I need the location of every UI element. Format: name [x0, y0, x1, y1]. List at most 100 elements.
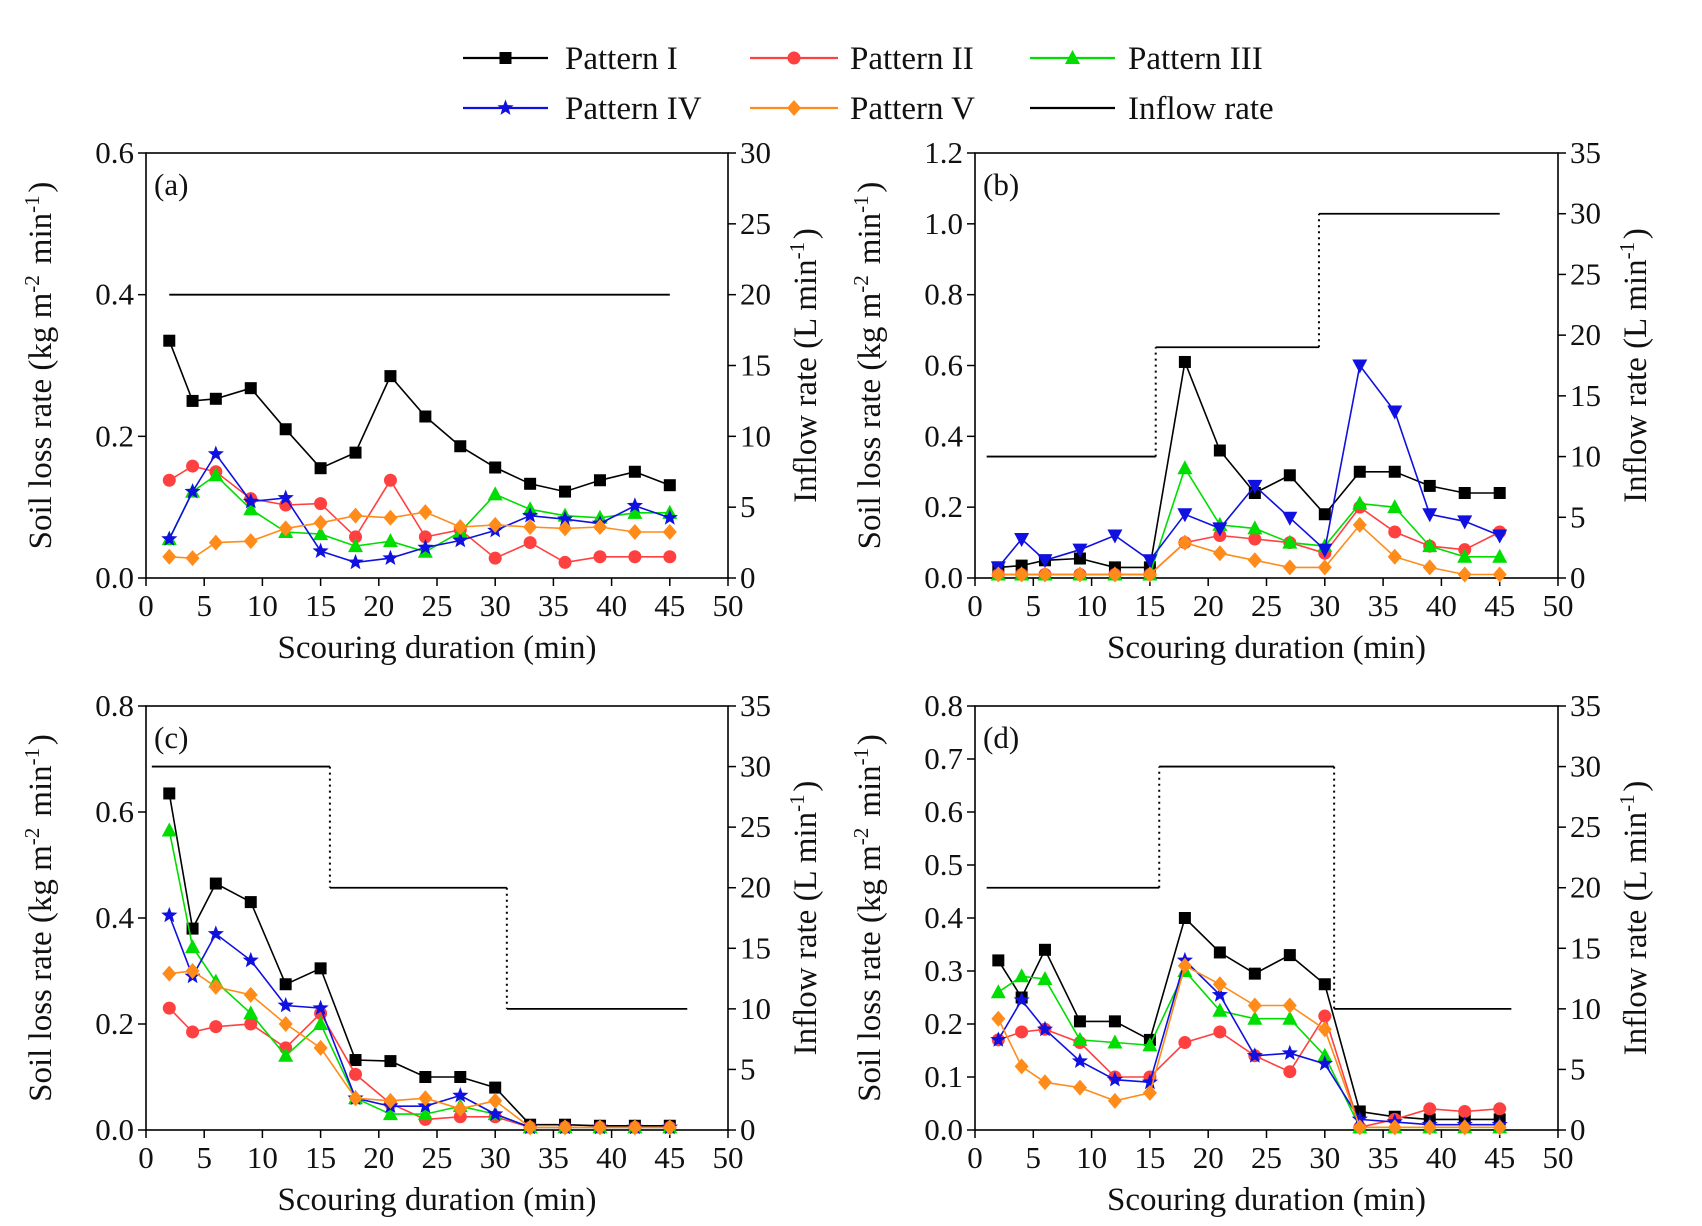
data-point-pattern-v [488, 1092, 503, 1109]
data-point-pattern-iii [1037, 970, 1053, 985]
data-point-pattern-iii [1142, 1037, 1158, 1052]
data-point-pattern-iii [417, 1106, 433, 1121]
x-tick-label: 5 [196, 1140, 212, 1175]
data-point-pattern-iv [1281, 1044, 1298, 1060]
x-tick-label: 45 [654, 1140, 685, 1175]
series-pattern-v [162, 963, 677, 1136]
x-tick-label: 30 [1309, 1140, 1340, 1175]
y-tick-label: 0.6 [95, 135, 134, 170]
data-point-pattern-v [208, 978, 223, 995]
data-point-pattern-v [453, 519, 468, 535]
data-point-pattern-iv [277, 489, 294, 505]
data-point-pattern-v [592, 1119, 607, 1136]
data-point-pattern-i [1213, 444, 1226, 457]
data-point-pattern-iii [1247, 1010, 1263, 1025]
data-point-pattern-iii [243, 1005, 259, 1020]
data-point-pattern-i [1073, 1015, 1086, 1028]
data-point-pattern-v [383, 1092, 398, 1109]
series-pattern-v [991, 516, 1507, 583]
y2-tick-label: 0 [740, 1112, 756, 1147]
series-pattern-iii [161, 822, 678, 1134]
data-point-pattern-iv [1013, 991, 1030, 1007]
data-point-pattern-iii [1282, 534, 1298, 549]
data-point-pattern-i [454, 440, 467, 453]
data-point-pattern-ii [1423, 1102, 1437, 1116]
y-tick-label: 0.4 [924, 418, 963, 453]
data-point-pattern-v [313, 514, 328, 531]
y2-axis-title: Inflow rate (L min-1 ) [785, 781, 824, 1056]
series-line-pattern-i [168, 340, 671, 493]
x-tick-label: 15 [305, 1140, 336, 1175]
data-point-pattern-ii [1283, 1065, 1297, 1079]
data-point-pattern-i [524, 477, 537, 490]
data-point-pattern-v [1072, 1079, 1087, 1096]
data-point-pattern-v [662, 523, 677, 540]
data-point-pattern-v [418, 504, 433, 521]
data-point-pattern-v [278, 520, 293, 537]
data-point-pattern-iii [243, 501, 259, 516]
data-point-pattern-v [1387, 1119, 1402, 1136]
data-point-pattern-iv [1037, 554, 1053, 569]
x-tick-label: 30 [1309, 588, 1340, 623]
data-point-pattern-iii [382, 1106, 398, 1121]
data-point-pattern-iii [348, 538, 364, 553]
legend-item-pattern-i: Pattern I [463, 41, 678, 77]
data-point-pattern-v [1492, 566, 1507, 583]
data-point-pattern-i [209, 392, 222, 405]
data-point-pattern-ii [663, 550, 677, 564]
data-point-pattern-v [627, 1119, 642, 1136]
y2-tick-label: 30 [740, 749, 771, 784]
x-tick-label: 50 [713, 1140, 744, 1175]
data-point-pattern-v [1492, 1119, 1507, 1136]
y2-tick-label: 20 [740, 870, 771, 905]
data-point-pattern-v [453, 1100, 468, 1117]
panel-label: (d) [983, 720, 1019, 755]
data-point-pattern-iv [1282, 511, 1298, 526]
legend-marker-pattern-v [787, 100, 801, 116]
data-point-pattern-iv [184, 483, 201, 499]
data-point-pattern-i [559, 485, 572, 498]
y2-tick-label: 25 [1570, 809, 1601, 844]
data-point-pattern-i [1213, 946, 1226, 959]
data-point-pattern-iv [242, 951, 259, 968]
y2-axis-title: Inflow rate (L min-1 ) [1615, 228, 1654, 503]
y2-tick-label: 30 [740, 135, 771, 170]
y-tick-label: 0.2 [95, 418, 134, 453]
data-point-pattern-iv [1351, 1110, 1368, 1127]
data-point-pattern-v [348, 507, 363, 524]
data-point-pattern-iii [1212, 1002, 1228, 1017]
data-point-pattern-i [163, 334, 176, 347]
data-point-pattern-iii [161, 822, 177, 837]
x-tick-label: 20 [1193, 588, 1224, 623]
data-point-pattern-i [1108, 1015, 1121, 1028]
data-point-pattern-iv [417, 539, 434, 555]
y2-tick-label: 10 [1570, 991, 1601, 1026]
data-point-pattern-iv [312, 542, 329, 558]
data-point-pattern-i [279, 423, 292, 436]
data-point-pattern-iv [1317, 543, 1333, 558]
y-tick-label: 0.4 [95, 900, 134, 935]
x-tick-label: 25 [422, 1140, 453, 1175]
y2-tick-label: 15 [740, 930, 771, 965]
x-tick-label: 45 [654, 588, 685, 623]
y-tick-label: 0.6 [924, 794, 963, 829]
data-point-pattern-iv [1387, 405, 1403, 420]
x-tick-label: 35 [538, 588, 569, 623]
data-point-pattern-v [523, 1119, 538, 1136]
y2-axis-title-group: Inflow rate (L min-1 ) [1615, 781, 1654, 1056]
data-point-pattern-i [1458, 487, 1471, 499]
data-point-pattern-iv [1141, 1073, 1158, 1090]
data-point-pattern-v [1107, 566, 1122, 583]
data-point-pattern-iii [382, 533, 398, 548]
x-axis-title: Scouring duration (min) [1107, 1182, 1426, 1218]
x-tick-label: 50 [1543, 1140, 1574, 1175]
y-axis-title-group: Soil loss rate (kg m-2 min-1 ) [849, 182, 888, 550]
data-point-pattern-iv [1014, 533, 1030, 548]
data-point-pattern-v [488, 516, 503, 533]
x-axis-title: Scouring duration (min) [1107, 630, 1426, 666]
data-point-pattern-iv [207, 925, 224, 941]
data-point-pattern-iv [452, 532, 469, 548]
series-line-pattern-v [997, 964, 1500, 1129]
data-point-pattern-i [663, 479, 676, 492]
x-tick-label: 5 [1026, 588, 1042, 623]
